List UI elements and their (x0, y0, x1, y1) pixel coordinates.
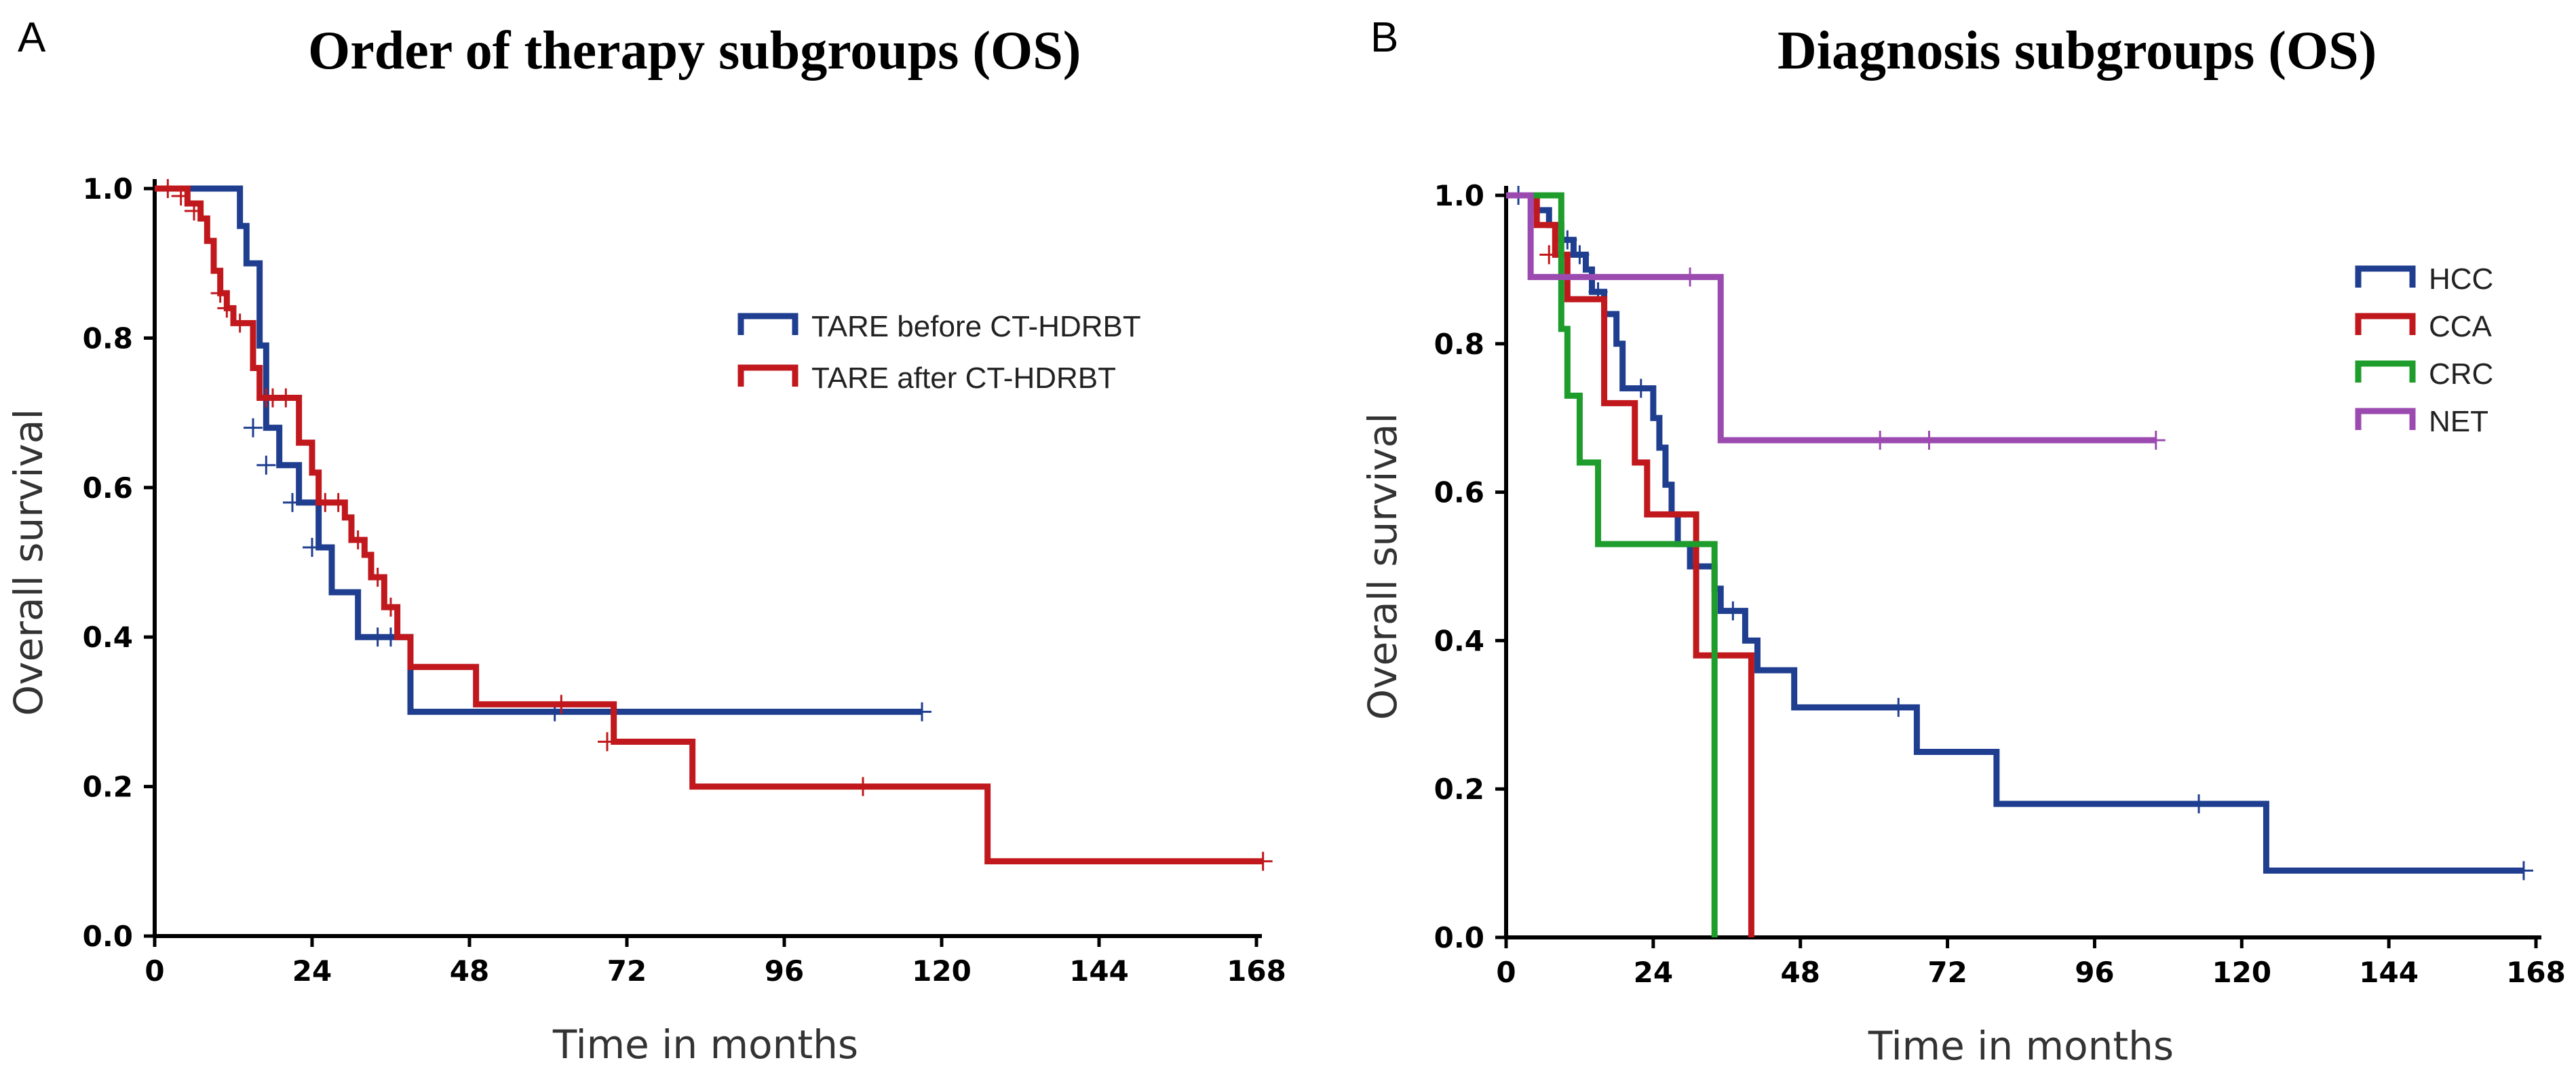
y-tick-label: 1.0 (1434, 179, 1484, 212)
x-tick-label: 144 (1069, 954, 1129, 988)
y-tick-label: 0.6 (83, 471, 133, 505)
x-tick-label: 48 (1780, 956, 1820, 989)
panel-a: A Order of therapy subgroups (OS) 0 24 48 7… (5, 14, 1286, 1068)
panel-letter: B (1370, 14, 1399, 61)
x-tick-label: 0 (145, 954, 164, 988)
legend-swatch (737, 313, 799, 335)
series-line-hcc (1506, 192, 2524, 874)
panel-letter: A (18, 14, 46, 61)
legend-label: CCA (2429, 310, 2493, 343)
series-line-cca (1506, 192, 1754, 937)
y-axis-label: Overall survival (5, 409, 52, 716)
y-tick-label: 0.4 (83, 621, 133, 654)
km-chart-therapy-order: 0 24 48 72 96 120 144 168 0.0 0.2 0.4 0.6 0.8 1.0 Time… (5, 172, 1286, 1068)
legend-swatch (2355, 313, 2416, 335)
y-tick-label: 0.8 (83, 322, 133, 355)
y-tick-label: 0.0 (1434, 921, 1484, 954)
x-tick-label: 168 (2506, 956, 2566, 989)
series-line-tare-before-ct-hdrbt (155, 185, 922, 715)
panel-b: B Diagnosis subgroups (OS) 0 24 48 72 96 120 1… (1288, 0, 2576, 1069)
x-tick-label: 120 (2212, 956, 2271, 989)
legend-label: CRC (2429, 357, 2493, 391)
x-tick-label: 24 (1634, 956, 1673, 989)
y-tick-label: 0.8 (1434, 328, 1484, 361)
x-axis-label: Time in months (1868, 1023, 2174, 1069)
legend-label: HCC (2429, 263, 2493, 296)
y-tick-label: 1.0 (83, 172, 133, 206)
legend-label: NET (2429, 405, 2488, 438)
x-tick-label: 48 (450, 954, 489, 988)
y-tick-label: 0.2 (1434, 773, 1484, 806)
chart-title: Order of therapy subgroups (OS) (308, 21, 1081, 81)
legend-swatch (2355, 265, 2416, 288)
series-line-net (1506, 192, 2156, 444)
y-tick-label: 0.2 (83, 771, 133, 804)
chart-title: Diagnosis subgroups (OS) (1777, 21, 2377, 81)
x-axis-label: Time in months (552, 1022, 858, 1068)
x-tick-label: 96 (765, 954, 804, 988)
y-tick-label: 0.4 (1434, 624, 1484, 657)
x-tick-label: 120 (912, 954, 972, 988)
series-line-crc (1506, 192, 1718, 937)
x-tick-label: 0 (1496, 956, 1516, 989)
x-tick-label: 24 (292, 954, 332, 988)
y-tick-label: 0.0 (83, 920, 133, 953)
km-chart-diagnosis: 0 24 48 72 96 120 144 168 0.0 0.2 0.4 0.6 0.8 1.0 Time… (1360, 179, 2566, 1069)
series-line-tare-after-ct-hdrbt (155, 185, 1263, 865)
legend-swatch (2355, 408, 2416, 430)
x-tick-label: 144 (2359, 956, 2419, 989)
legend-swatch (737, 364, 799, 387)
x-tick-label: 168 (1227, 954, 1286, 988)
x-tick-label: 72 (607, 954, 647, 988)
y-axis-label: Overall survival (1360, 413, 1406, 720)
x-tick-label: 72 (1927, 956, 1967, 989)
x-tick-label: 96 (2075, 956, 2114, 989)
y-tick-label: 0.6 (1434, 476, 1484, 509)
legend-swatch (2355, 360, 2416, 383)
legend-label: TARE before CT-HDRBT (811, 310, 1141, 343)
legend-label: TARE after CT-HDRBT (811, 362, 1116, 395)
